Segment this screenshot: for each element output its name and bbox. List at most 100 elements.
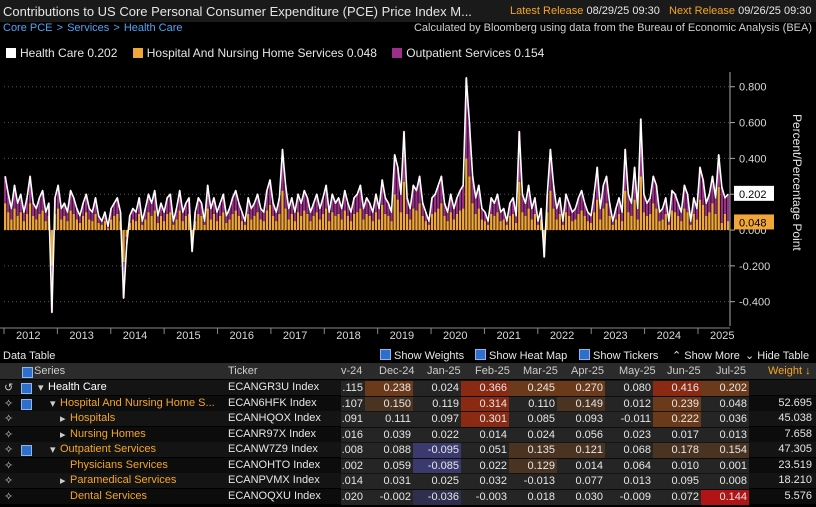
legend-item-hospital[interactable]: Hospital And Nursing Home Services 0.048 bbox=[132, 46, 377, 60]
row-cell[interactable]: -0.036 bbox=[413, 489, 461, 505]
row-cell[interactable]: 0.022 bbox=[413, 427, 461, 443]
row-cell[interactable]: 0.095 bbox=[653, 474, 701, 489]
row-cell[interactable]: .091 bbox=[341, 412, 365, 427]
row-cell[interactable]: 0.154 bbox=[701, 443, 749, 458]
col-month[interactable]: v-24 bbox=[341, 365, 363, 377]
row-expand-icon[interactable]: ✧ bbox=[4, 475, 14, 487]
row-cell[interactable]: 0.023 bbox=[605, 427, 653, 443]
col-month[interactable]: Apr-25 bbox=[571, 365, 605, 377]
row-cell[interactable]: 0.059 bbox=[365, 458, 413, 474]
row-expand-icon[interactable]: ✧ bbox=[4, 444, 14, 456]
row-cell[interactable]: 0.149 bbox=[557, 396, 605, 412]
row-cell[interactable]: 0.064 bbox=[605, 458, 653, 474]
row-expand-icon[interactable]: ↺ bbox=[4, 382, 14, 394]
row-expand-icon[interactable]: ✧ bbox=[4, 490, 14, 503]
row-cell[interactable]: 0.238 bbox=[365, 381, 413, 396]
row-cell[interactable]: -0.011 bbox=[605, 412, 653, 427]
row-cell[interactable]: .115 bbox=[341, 381, 365, 396]
row-cell[interactable]: 0.077 bbox=[557, 474, 605, 489]
row-ticker[interactable]: ECANOHTO Index bbox=[228, 458, 321, 471]
row-cell[interactable]: 0.088 bbox=[365, 443, 413, 458]
row-cell[interactable]: 0.121 bbox=[557, 443, 605, 458]
breadcrumb-health-care[interactable]: Health Care bbox=[123, 22, 183, 34]
table-row[interactable]: ↺ ▾ Health Care ECANGR3U Index .115 0.238 0.02… bbox=[0, 380, 816, 396]
row-cell[interactable]: 0.024 bbox=[413, 381, 461, 396]
row-cell[interactable]: 0.024 bbox=[509, 427, 557, 443]
row-cell[interactable]: -0.009 bbox=[605, 489, 653, 505]
row-series-name[interactable]: Health Care bbox=[48, 381, 107, 393]
table-row[interactable]: ✧ ▾ Outpatient Services ECANW7Z9 Index .008 0… bbox=[0, 442, 816, 458]
row-cell[interactable]: 0.314 bbox=[461, 396, 509, 412]
row-cell[interactable]: 0.097 bbox=[413, 412, 461, 427]
row-cell[interactable]: 0.032 bbox=[461, 474, 509, 489]
row-series-name[interactable]: Dental Services bbox=[70, 489, 148, 502]
row-cell[interactable]: 0.301 bbox=[461, 412, 509, 427]
row-ticker[interactable]: ECANOQXU Index bbox=[228, 489, 321, 502]
row-cell[interactable]: 0.051 bbox=[461, 443, 509, 458]
row-cell[interactable]: 0.056 bbox=[557, 427, 605, 443]
expand-arrow-icon[interactable]: ▾ bbox=[50, 444, 56, 456]
row-cell[interactable]: -0.085 bbox=[413, 458, 461, 474]
row-series-name[interactable]: Hospital And Nursing Home S... bbox=[60, 396, 215, 409]
show-tickers-toggle[interactable]: Show Tickers bbox=[579, 349, 658, 362]
row-series-name[interactable]: Outpatient Services bbox=[60, 443, 156, 455]
breadcrumb-core-pce[interactable]: Core PCE bbox=[3, 22, 53, 34]
row-cell[interactable]: .020 bbox=[341, 489, 365, 505]
col-ticker[interactable]: Ticker bbox=[228, 365, 258, 377]
table-row[interactable]: ✧ ▸ Paramedical Services ECANPVMX Index .014… bbox=[0, 473, 816, 489]
row-cell[interactable]: 0.222 bbox=[653, 412, 701, 427]
row-ticker[interactable]: ECANW7Z9 Index bbox=[228, 443, 318, 455]
row-expand-icon[interactable]: ✧ bbox=[4, 459, 14, 472]
row-cell[interactable]: 0.001 bbox=[701, 458, 749, 474]
row-cell[interactable]: 0.036 bbox=[701, 412, 749, 427]
row-cell[interactable]: 0.245 bbox=[509, 381, 557, 396]
show-heatmap-toggle[interactable]: Show Heat Map bbox=[475, 349, 567, 362]
row-cell[interactable]: -0.003 bbox=[461, 489, 509, 505]
expand-arrow-icon[interactable]: ▸ bbox=[60, 475, 66, 487]
table-row[interactable]: ✧ Physicians Services ECANOHTO Index .002 0.… bbox=[0, 457, 816, 474]
row-cell[interactable]: 0.039 bbox=[365, 427, 413, 443]
row-cell[interactable]: 0.013 bbox=[605, 474, 653, 489]
row-cell[interactable]: -0.095 bbox=[413, 443, 461, 458]
col-month[interactable]: Jun-25 bbox=[667, 365, 701, 377]
row-cell[interactable]: 0.068 bbox=[605, 443, 653, 458]
row-series-name[interactable]: Hospitals bbox=[70, 412, 116, 424]
show-weights-toggle[interactable]: Show Weights bbox=[380, 349, 464, 362]
row-cell[interactable]: 0.008 bbox=[701, 474, 749, 489]
row-ticker[interactable]: ECANHQOX Index bbox=[228, 412, 321, 424]
row-cell[interactable]: 0.085 bbox=[509, 412, 557, 427]
row-expand-icon[interactable]: ✧ bbox=[4, 428, 14, 441]
row-cell[interactable]: 0.018 bbox=[509, 489, 557, 505]
row-series-name[interactable]: Physicians Services bbox=[70, 458, 168, 471]
col-series[interactable]: Series bbox=[34, 365, 66, 377]
row-cell[interactable]: .008 bbox=[341, 443, 365, 458]
row-expand-icon[interactable]: ✧ bbox=[4, 413, 14, 425]
col-month[interactable]: Jan-25 bbox=[427, 365, 461, 377]
pce-contribution-chart[interactable]: 0.8000.6000.4000.2000.000-0.200-0.4000.2… bbox=[0, 66, 816, 348]
row-ticker[interactable]: ECAN6HFK Index bbox=[228, 396, 317, 409]
row-ticker[interactable]: ECANPVMX Index bbox=[228, 474, 320, 486]
row-cell[interactable]: 0.270 bbox=[557, 381, 605, 396]
row-cell[interactable]: 0.022 bbox=[461, 458, 509, 474]
row-cell[interactable]: 0.017 bbox=[653, 427, 701, 443]
row-cell[interactable]: 0.014 bbox=[461, 427, 509, 443]
breadcrumb-services[interactable]: Services bbox=[67, 22, 110, 34]
col-weight[interactable]: Weight ↓ bbox=[768, 365, 811, 377]
row-expand-icon[interactable]: ✧ bbox=[4, 397, 14, 410]
row-cell[interactable]: 0.080 bbox=[605, 381, 653, 396]
show-more-button[interactable]: ⌃ Show More bbox=[672, 349, 740, 362]
row-series-name[interactable]: Paramedical Services bbox=[70, 474, 177, 486]
row-cell[interactable]: 0.135 bbox=[509, 443, 557, 458]
row-cell[interactable]: 0.202 bbox=[701, 381, 749, 396]
row-cell[interactable]: 0.111 bbox=[365, 412, 413, 427]
row-cell[interactable]: .016 bbox=[341, 427, 365, 443]
table-row[interactable]: ✧ ▸ Nursing Homes ECANR97X Index .016 0.039 0.… bbox=[0, 426, 816, 443]
row-cell[interactable]: 0.048 bbox=[701, 396, 749, 412]
row-cell[interactable]: 0.093 bbox=[557, 412, 605, 427]
row-cell[interactable]: 0.030 bbox=[557, 489, 605, 505]
hide-table-button[interactable]: ⌄ Hide Table bbox=[745, 349, 809, 362]
row-cell[interactable]: 0.025 bbox=[413, 474, 461, 489]
row-ticker[interactable]: ECANR97X Index bbox=[228, 427, 317, 440]
row-cell[interactable]: 0.012 bbox=[605, 396, 653, 412]
row-cell[interactable]: 0.366 bbox=[461, 381, 509, 396]
